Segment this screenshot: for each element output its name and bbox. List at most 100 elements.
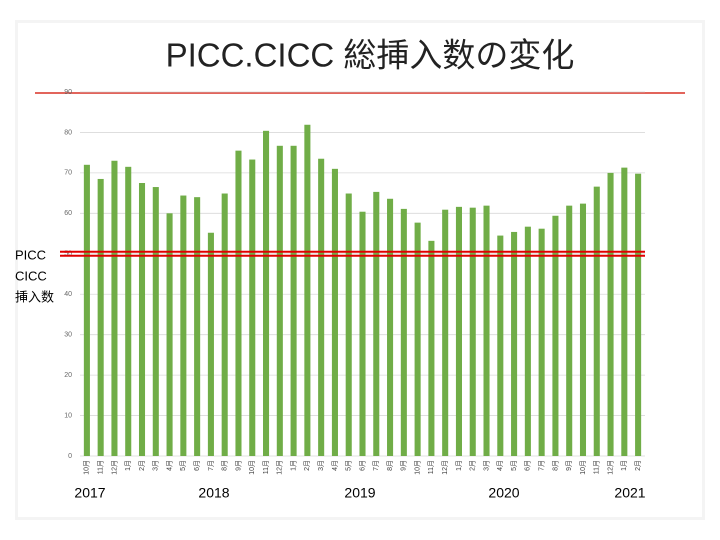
bar (111, 160, 118, 456)
y-label: PICC (15, 247, 46, 262)
bar (180, 195, 187, 456)
x-tick-label: 4月 (331, 460, 339, 471)
bar (318, 158, 325, 456)
bar (524, 226, 531, 456)
y-label: 挿入数 (15, 289, 54, 304)
x-tick-label: 5月 (345, 460, 353, 471)
chart-title: PICC.CICC 総挿入数の変化 (166, 37, 575, 74)
x-tick-label: 9月 (234, 460, 242, 471)
x-tick-label: 10月 (413, 460, 421, 475)
x-tick-label: 11月 (262, 460, 270, 474)
bar (290, 145, 297, 456)
bar (428, 240, 435, 456)
y-tick-label: 20 (64, 372, 72, 379)
bar (263, 130, 270, 456)
x-tick-label: 6月 (524, 460, 532, 471)
bar (345, 193, 352, 456)
bar (593, 186, 600, 456)
bar (249, 159, 256, 456)
x-tick-label: 10月 (579, 460, 587, 475)
bar (331, 168, 338, 456)
year-label: 2017 (74, 485, 105, 501)
bar (359, 211, 366, 456)
bar (511, 231, 518, 456)
bar (138, 183, 146, 456)
x-tick-label: 7月 (207, 460, 215, 471)
bar (235, 150, 242, 456)
x-tick-label: 10月 (248, 460, 256, 475)
y-tick-label: 10 (64, 412, 72, 419)
year-label: 2019 (344, 485, 375, 501)
year-label: 2020 (488, 485, 519, 501)
y-label: CICC (15, 268, 47, 283)
y-tick-label: 50 (64, 251, 72, 258)
bar (607, 172, 614, 456)
bar (304, 124, 311, 456)
x-tick-label: 9月 (400, 460, 408, 471)
y-tick-label: 30 (64, 332, 72, 339)
bar (566, 205, 573, 456)
bar (497, 235, 504, 456)
x-tick-label: 12月 (276, 460, 284, 475)
x-tick-label: 11月 (97, 460, 105, 474)
x-tick-label: 1月 (455, 460, 463, 471)
bar (400, 208, 407, 456)
bar (125, 166, 132, 457)
x-tick-label: 11月 (427, 460, 435, 474)
x-tick-label: 12月 (606, 460, 614, 475)
bar (621, 167, 628, 456)
bar (414, 222, 421, 456)
bar (635, 173, 642, 456)
bar (97, 178, 104, 456)
x-tick-label: 1月 (620, 460, 628, 471)
x-tick-label: 8月 (551, 460, 559, 471)
bar (538, 228, 545, 456)
bar (469, 207, 476, 456)
x-tick-label: 12月 (110, 460, 118, 475)
x-tick-label: 8月 (221, 460, 229, 471)
bar (442, 209, 449, 456)
x-tick-label: 5月 (510, 460, 518, 471)
y-tick-label: 40 (64, 291, 72, 298)
bar (373, 191, 380, 457)
year-label: 2021 (614, 485, 645, 501)
y-tick-label: 80 (64, 129, 72, 136)
x-tick-label: 9月 (565, 460, 573, 471)
bar (152, 187, 159, 457)
y-tick-label: 0 (68, 453, 72, 460)
bar (483, 205, 490, 456)
bar (194, 197, 201, 456)
x-tick-label: 5月 (179, 460, 187, 471)
x-tick-label: 11月 (593, 460, 601, 474)
bar (166, 213, 173, 456)
x-tick-label: 4月 (496, 460, 504, 471)
x-tick-label: 7月 (537, 460, 545, 471)
bar (221, 193, 228, 456)
bar (276, 145, 283, 456)
bar (387, 198, 394, 457)
year-label: 2018 (198, 485, 229, 501)
x-tick-label: 7月 (372, 460, 380, 471)
x-tick-label: 12月 (441, 460, 449, 475)
x-tick-label: 3月 (317, 460, 325, 471)
bar (579, 203, 587, 456)
x-tick-label: 1月 (124, 460, 132, 471)
bar (455, 206, 462, 456)
y-tick-label: 60 (64, 210, 72, 217)
bar (552, 215, 559, 456)
x-tick-label: 6月 (193, 460, 201, 471)
x-tick-label: 1月 (289, 460, 297, 471)
x-tick-label: 3月 (152, 460, 160, 471)
x-tick-label: 10月 (83, 460, 91, 475)
y-tick-label: 90 (64, 89, 72, 96)
bar (207, 232, 214, 456)
bar (83, 164, 90, 457)
y-tick-label: 70 (64, 170, 72, 177)
x-tick-label: 4月 (165, 460, 173, 471)
x-tick-label: 6月 (358, 460, 366, 471)
x-tick-label: 2月 (634, 460, 642, 471)
x-tick-label: 3月 (482, 460, 490, 471)
x-tick-label: 8月 (386, 460, 394, 471)
